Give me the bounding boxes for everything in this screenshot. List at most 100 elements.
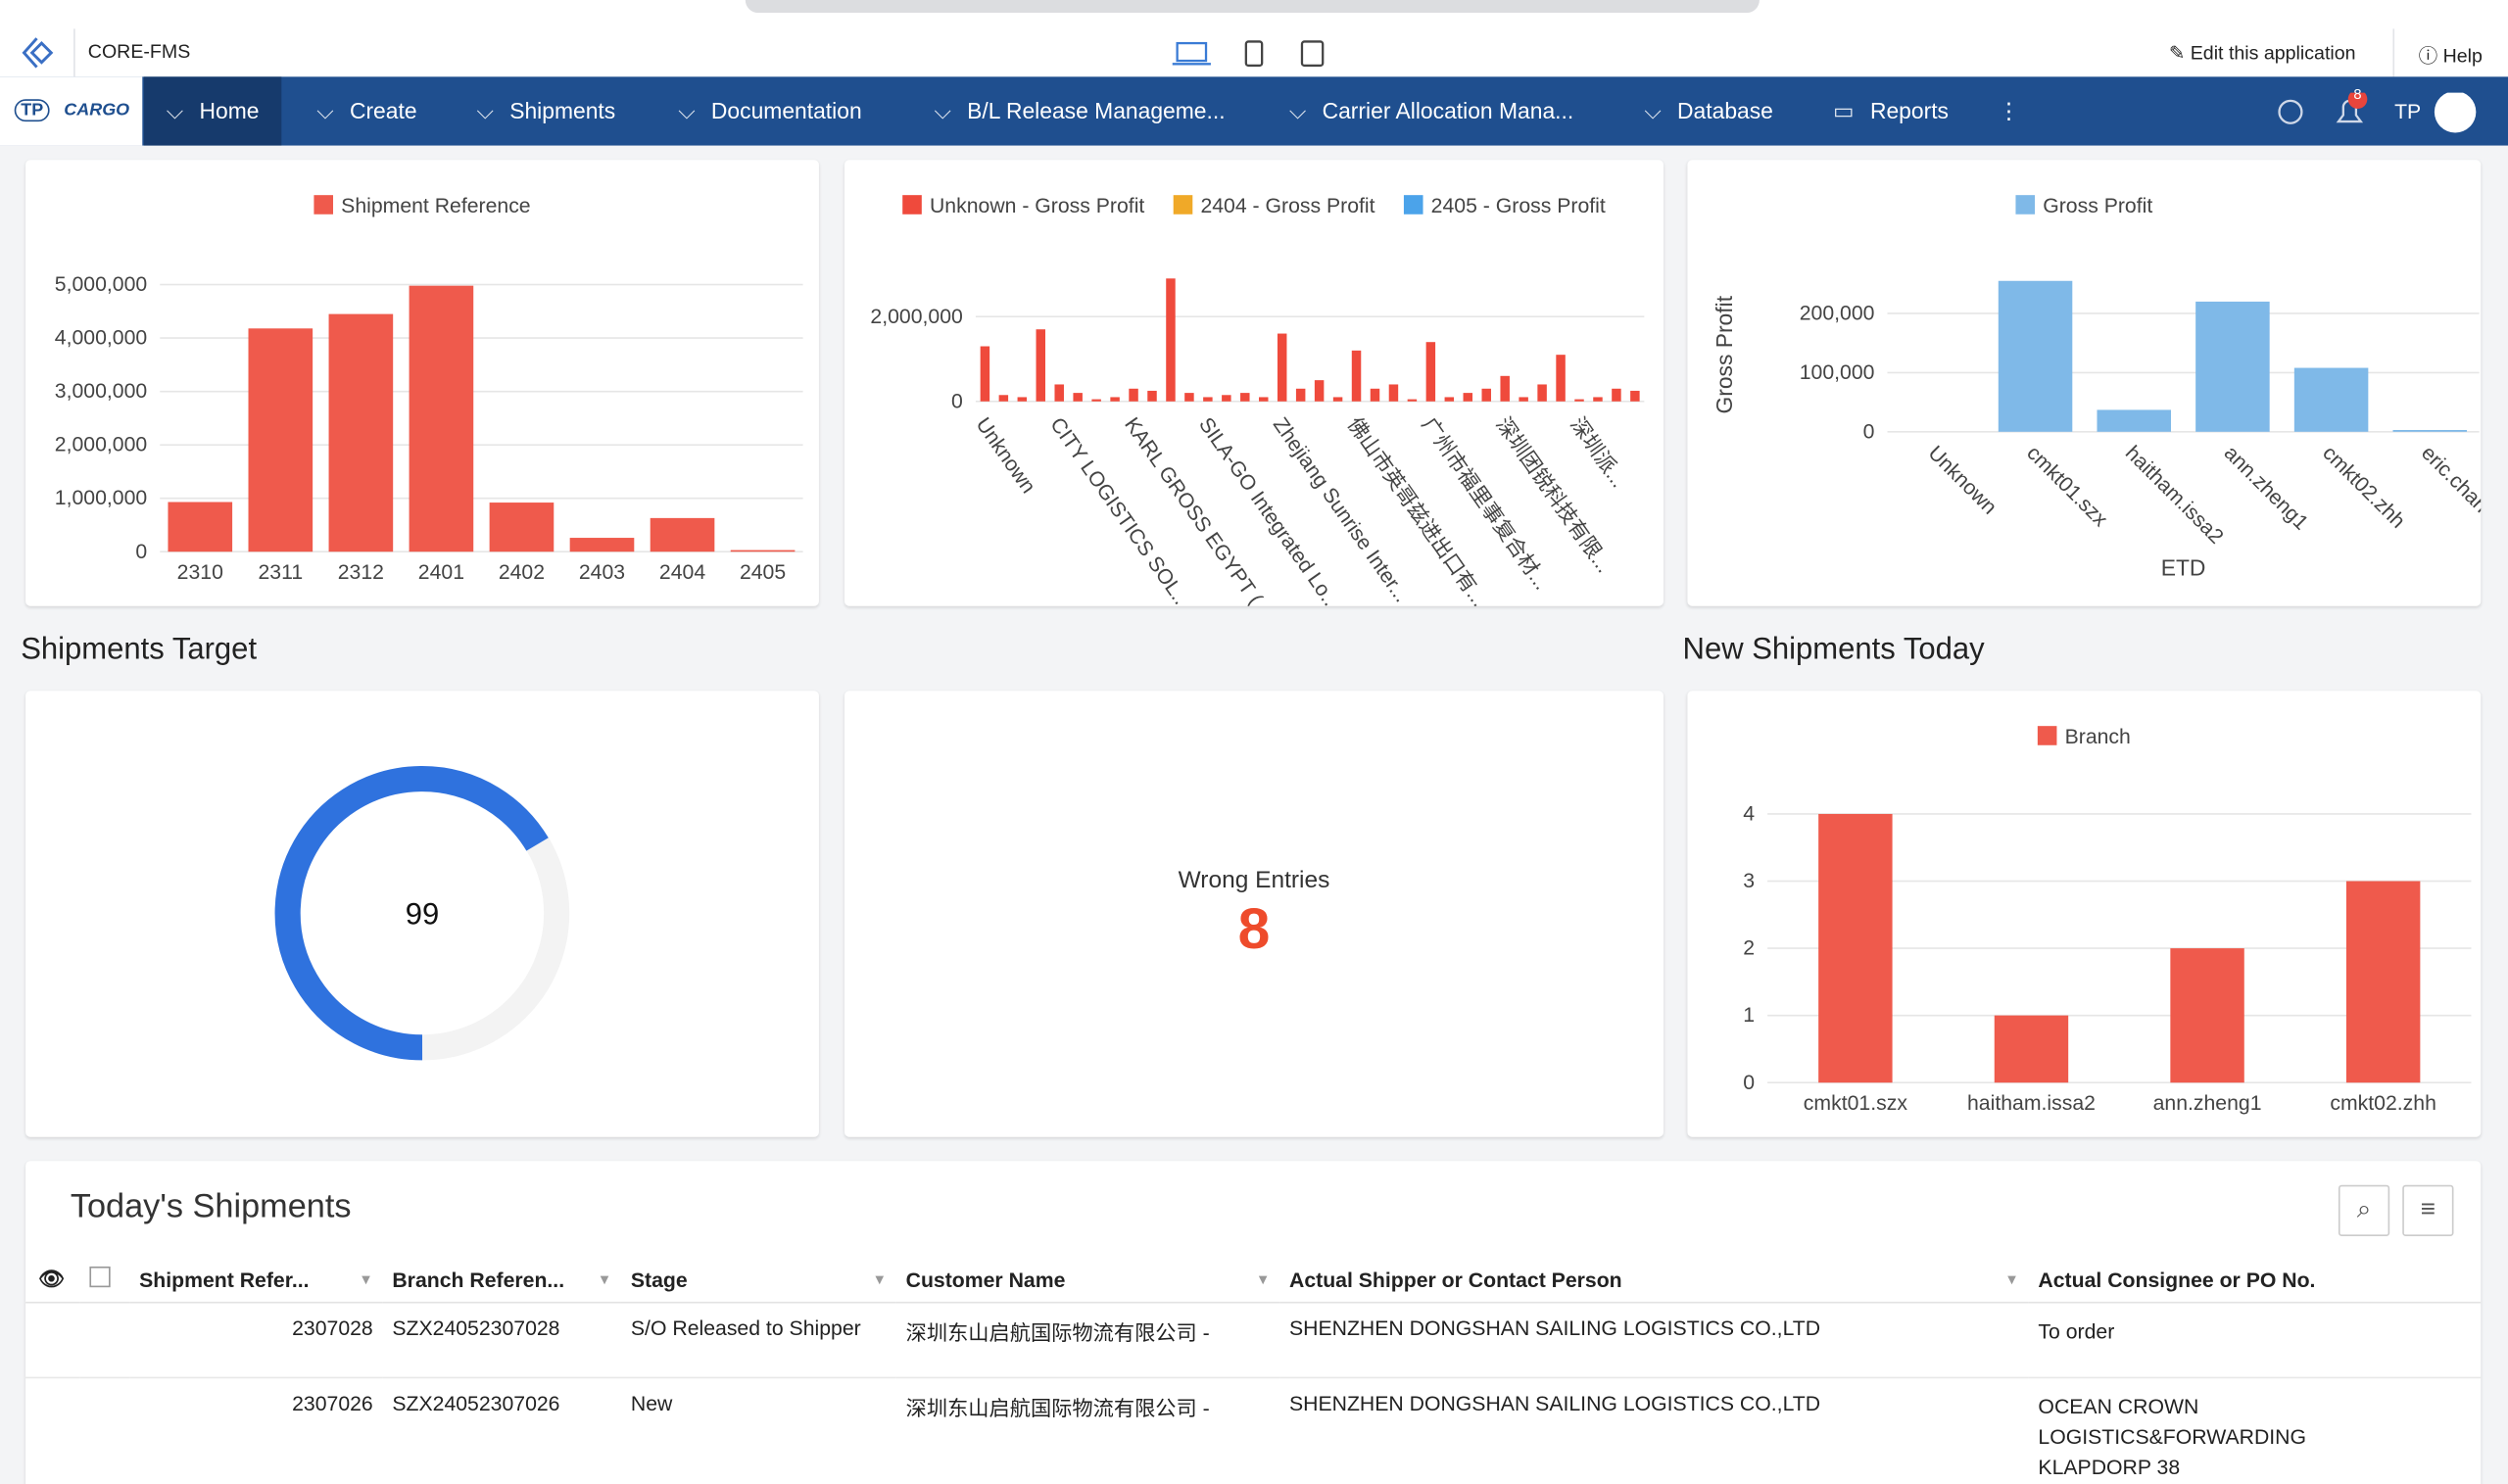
- nav-item[interactable]: ⌵ Home: [143, 76, 282, 146]
- avatar[interactable]: [2434, 92, 2477, 133]
- table-row[interactable]: 2307028 SZX24052307028 S/O Released to Shi…: [25, 1302, 2482, 1379]
- nav-item[interactable]: ⌵ Carrier Allocation Mana...: [1289, 76, 1573, 145]
- table-card: Today's Shipments ⌕ ≡ 👁 Shipment Refer...…: [25, 1161, 2482, 1484]
- nav-label: Reports: [1869, 97, 1950, 123]
- user-initials: TP: [2394, 99, 2422, 123]
- nav-label: Shipments: [509, 97, 616, 123]
- nav-item[interactable]: ⌵ Create: [316, 76, 416, 145]
- x-tick-label: 2310: [177, 561, 223, 584]
- chart: 0 1 2 3 4 Branch cmkt01.szx haitham.issa2 ann.zh…: [1743, 726, 2472, 1115]
- table: 👁 Shipment Refer... ▼ Branch Referen... ▼ Sta…: [25, 1257, 2482, 1484]
- bar: [1073, 393, 1083, 402]
- nav-item[interactable]: ▭ Reports: [1833, 76, 1949, 145]
- bar: [1277, 333, 1287, 402]
- legend-label: Shipment Reference: [341, 195, 530, 217]
- column-header[interactable]: Customer Name ▼: [895, 1257, 1280, 1304]
- sort-caret: ▼: [872, 1270, 888, 1287]
- bar: [1818, 813, 1893, 1083]
- table-row[interactable]: 2307026 SZX24052307026 New 深圳东山启航国际物流有限公司 -…: [25, 1377, 2482, 1484]
- bar: [2345, 881, 2421, 1083]
- x-tick-label: cmkt01.szx: [1804, 1092, 1908, 1115]
- edit-link[interactable]: ✎ Edit this application: [2168, 41, 2356, 65]
- bar: [1388, 384, 1399, 402]
- nav-item[interactable]: ⌵ Shipments: [477, 76, 616, 145]
- bar: [1129, 388, 1138, 402]
- browser-bar: [745, 0, 1760, 14]
- legend: Unknown - Gross Profit 2404 - Gross Profi…: [902, 195, 1606, 217]
- bar: [1519, 397, 1528, 402]
- app-header: CORE-FMS ✎ Edit this application ⓘ Help: [0, 0, 2508, 78]
- bar: [1463, 393, 1473, 402]
- table-title: Today's Shipments: [70, 1187, 352, 1225]
- help-text: Help: [2442, 44, 2483, 68]
- cell-line: To order: [2038, 1318, 2115, 1344]
- x-tick-label: cmkt02.zhh: [2330, 1092, 2436, 1115]
- sort-caret: ▼: [1255, 1270, 1271, 1287]
- column-header[interactable]: Actual Consignee or PO No.: [2028, 1257, 2482, 1304]
- bar: [1425, 342, 1436, 402]
- nav-label: Database: [1677, 97, 1773, 123]
- legend-label: 2405 - Gross Profit: [1431, 195, 1606, 217]
- nav-icon: ⌵: [934, 97, 951, 123]
- table-cell: New: [621, 1377, 896, 1484]
- bar: [980, 346, 990, 402]
- y-tick-label: 3: [1743, 870, 1755, 892]
- sort-caret: ▼: [2004, 1270, 2019, 1287]
- nav-label: Home: [199, 97, 260, 123]
- column-header[interactable]: Branch Referen... ▼: [382, 1257, 622, 1304]
- x-tick-label: ann.zheng1: [2220, 442, 2313, 535]
- bar: [1036, 329, 1046, 402]
- y-tick-label: 1: [1743, 1004, 1755, 1027]
- search-button[interactable]: ⌕: [2338, 1184, 2390, 1236]
- y-axis-title: Gross Profit: [1712, 295, 1737, 413]
- nav-icon: ⌵: [1288, 97, 1307, 123]
- column-header[interactable]: Stage ▼: [621, 1257, 896, 1304]
- bar: [1630, 390, 1640, 402]
- y-tick-label: 4,000,000: [55, 327, 147, 350]
- support-icon[interactable]: [2278, 99, 2303, 124]
- nav-icon: ⌵: [1644, 97, 1662, 123]
- section-title: Shipments Target: [21, 633, 258, 667]
- bar: [168, 502, 233, 552]
- y-tick-label: 100,000: [1800, 361, 1875, 384]
- legend-swatch: [2015, 195, 2036, 215]
- bar: [650, 517, 715, 552]
- legend-swatch: [1403, 195, 1423, 215]
- eye-column[interactable]: 👁: [25, 1257, 80, 1304]
- y-tick-label: 200,000: [1800, 303, 1875, 325]
- bar: [1203, 397, 1213, 402]
- column-header[interactable]: Actual Shipper or Contact Person ▼: [1279, 1257, 2029, 1304]
- nav-item[interactable]: ⌵ B/L Release Manageme...: [934, 76, 1225, 145]
- menu-button[interactable]: ≡: [2402, 1184, 2454, 1236]
- column-header[interactable]: Shipment Refer... ▼: [129, 1257, 383, 1304]
- nav-icon: ⌵: [316, 97, 334, 123]
- legend-swatch: [2037, 726, 2057, 745]
- table-cell: SZX24052307026: [382, 1377, 622, 1484]
- table-cell: SHENZHEN DONGSHAN SAILING LOGISTICS CO.,…: [1279, 1302, 2029, 1379]
- bar: [2097, 409, 2171, 432]
- table-cell: To order: [2028, 1302, 2482, 1379]
- nav-item[interactable]: ⌵ Documentation: [678, 76, 861, 145]
- row-select: [79, 1302, 130, 1379]
- bar: [1574, 399, 1584, 402]
- bar: [730, 550, 796, 552]
- more-menu[interactable]: ⋮: [1998, 97, 2021, 123]
- sort-caret: ▼: [597, 1270, 612, 1287]
- x-tick-label: haitham.issa2: [2121, 442, 2228, 549]
- x-tick-label: 佛山市英哥兹进出口有...: [1343, 413, 1492, 606]
- legend-swatch: [902, 195, 922, 215]
- help-link[interactable]: ⓘ Help: [2418, 44, 2483, 68]
- bar: [2293, 367, 2369, 432]
- x-tick-label: eric.chan: [2417, 442, 2481, 517]
- legend-label: Branch: [2065, 726, 2131, 748]
- app-icon[interactable]: [20, 35, 55, 71]
- nav-item[interactable]: ⌵ Database: [1644, 76, 1773, 145]
- row-eye: [25, 1377, 80, 1484]
- bar: [1332, 397, 1343, 402]
- logo[interactable]: TP CARGO: [0, 76, 143, 146]
- device-switch[interactable]: [1171, 38, 1330, 71]
- row-eye: [25, 1302, 80, 1379]
- chart: 0 2,000,000 Unknown - Gross Profit 2404 - G…: [870, 195, 1645, 623]
- select-all[interactable]: [79, 1257, 130, 1304]
